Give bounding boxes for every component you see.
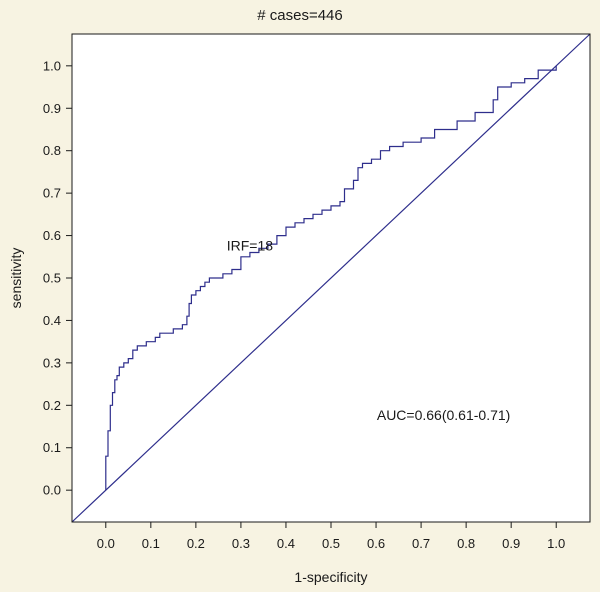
y-tick-label: 0.3 (43, 355, 61, 370)
x-tick-label: 0.9 (502, 536, 520, 551)
x-tick-label: 0.5 (322, 536, 340, 551)
x-tick-label: 0.1 (142, 536, 160, 551)
y-tick-label: 0.6 (43, 228, 61, 243)
x-axis-label: 1-specificity (294, 569, 367, 585)
x-tick-label: 0.8 (457, 536, 475, 551)
y-tick-label: 0.5 (43, 271, 61, 286)
y-tick-label: 0.4 (43, 313, 61, 328)
y-tick-label: 0.0 (43, 483, 61, 498)
x-axis-ticks: 0.0 0.1 0.2 0.3 0.4 0.5 0.6 0.7 0.8 0.9 1.0 (97, 522, 565, 551)
x-tick-label: 0.6 (367, 536, 385, 551)
x-tick-label: 0.4 (277, 536, 295, 551)
reference-diagonal (71, 33, 591, 523)
y-axis-label: sensitivity (8, 248, 24, 309)
y-tick-label: 1.0 (43, 58, 61, 73)
y-tick-label: 0.9 (43, 101, 61, 116)
x-tick-label: 0.0 (97, 536, 115, 551)
auc-annotation: AUC=0.66(0.61-0.71) (377, 407, 510, 423)
chart-title: # cases=446 (257, 7, 342, 24)
y-tick-label: 0.8 (43, 143, 61, 158)
y-tick-label: 0.1 (43, 440, 61, 455)
plot-layer: IRF=18 AUC=0.66(0.61-0.71) (71, 33, 591, 523)
irf-annotation: IRF=18 (227, 237, 274, 253)
y-axis-ticks: 0.0 0.1 0.2 0.3 0.4 0.5 0.6 0.7 0.8 0.9 1.0 (43, 58, 72, 498)
x-tick-label: 0.7 (412, 536, 430, 551)
roc-curve (105, 65, 557, 491)
y-tick-label: 0.2 (43, 398, 61, 413)
y-tick-label: 0.7 (43, 186, 61, 201)
x-tick-label: 0.2 (187, 536, 205, 551)
x-tick-label: 0.3 (232, 536, 250, 551)
x-tick-label: 1.0 (547, 536, 565, 551)
